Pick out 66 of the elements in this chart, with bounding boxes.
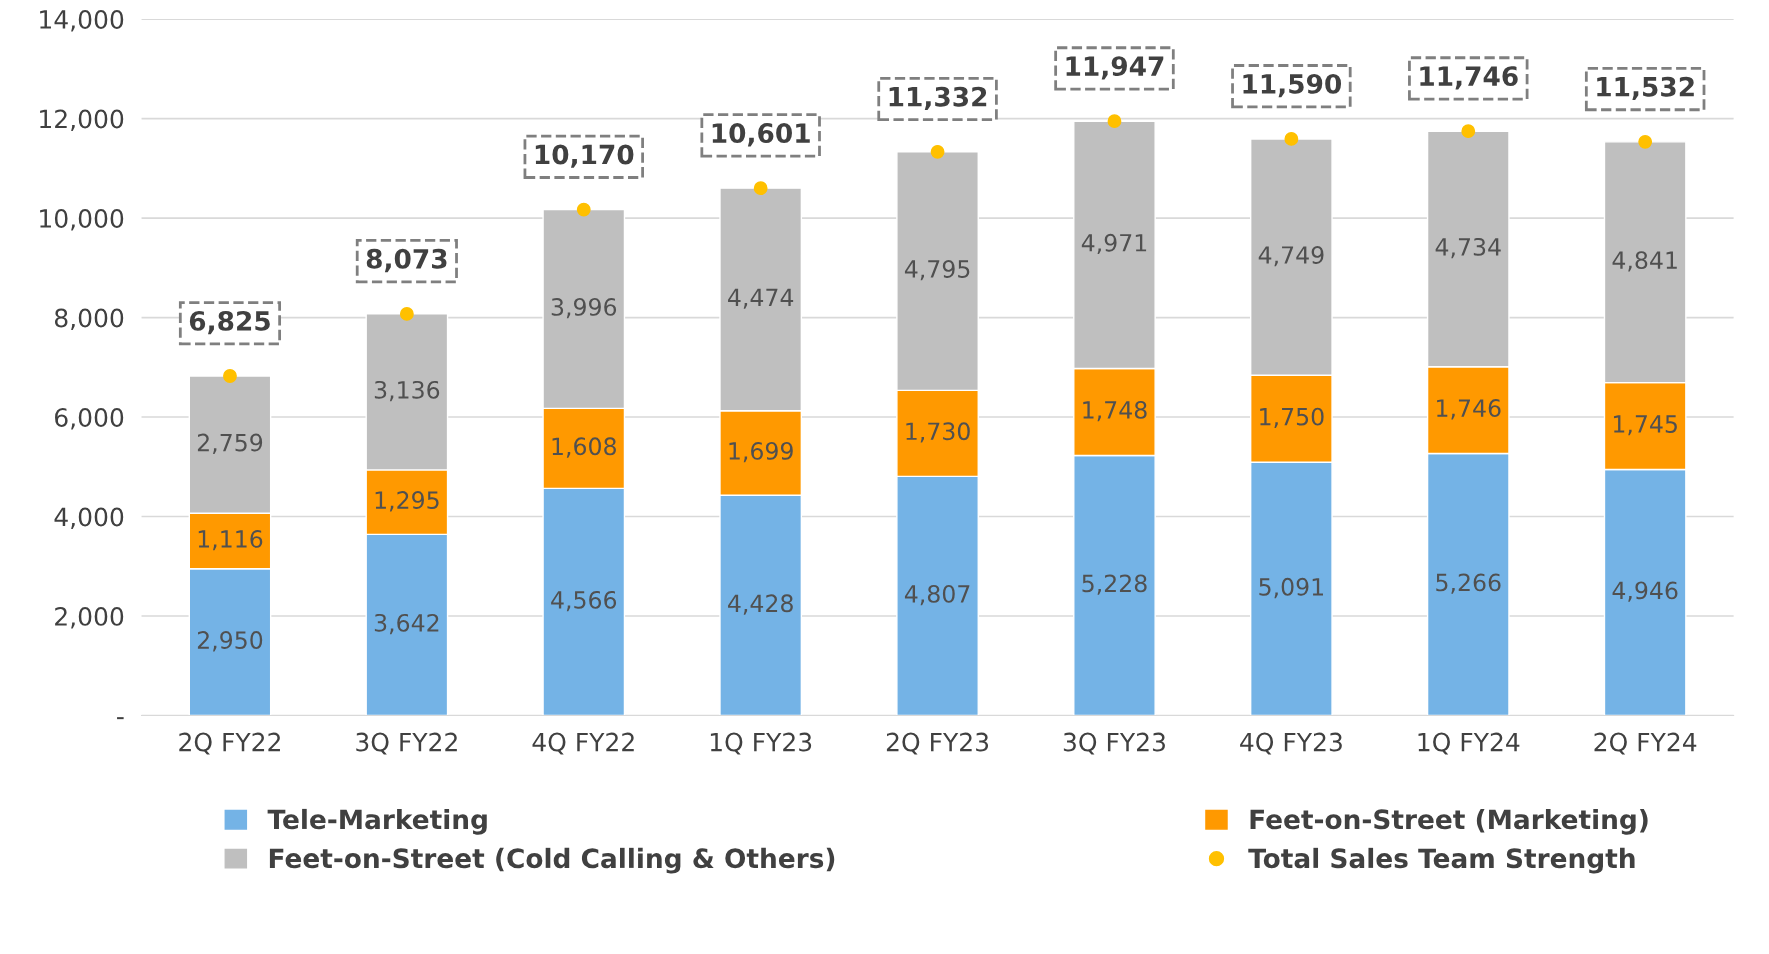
point <box>930 144 945 159</box>
data-label: 4,946 <box>1612 581 1678 602</box>
data-label: 11,590 <box>1243 73 1342 98</box>
data-label: 8,073 <box>366 248 447 273</box>
x-tick-label: 2Q FY24 <box>1594 732 1697 755</box>
point <box>1107 114 1122 129</box>
y-tick-label: 14,000 <box>40 10 124 32</box>
y-tick-label: - <box>117 717 124 720</box>
data-label: 4,807 <box>904 584 970 606</box>
point <box>399 307 414 321</box>
data-label: 10,170 <box>535 144 634 168</box>
data-label: 5,091 <box>1259 577 1323 599</box>
data-label: 1,608 <box>552 437 616 458</box>
y-tick-label: 12,000 <box>40 109 124 131</box>
data-label: 4,566 <box>551 590 617 612</box>
x-tick-label: 1Q FY24 <box>1418 732 1520 755</box>
data-label: 2,950 <box>197 631 263 652</box>
y-tick-label: 10,000 <box>40 209 124 231</box>
data-label: 4,841 <box>1612 251 1677 272</box>
data-label: 11,746 <box>1420 66 1518 90</box>
point <box>1461 124 1476 139</box>
y-tick-label: 2,000 <box>55 606 124 629</box>
data-label: 10,601 <box>712 123 810 147</box>
legend-label: Feet-on-Street (Cold Calling & Others) <box>269 847 835 874</box>
x-tick-label: 3Q FY22 <box>356 732 457 755</box>
point <box>576 202 591 217</box>
x-tick-label: 4Q FY23 <box>1240 732 1342 755</box>
y-tick-label: 6,000 <box>55 407 124 430</box>
data-label: 3,996 <box>551 297 617 319</box>
data-label: 4,428 <box>728 594 793 615</box>
data-label: 4,971 <box>1081 233 1147 255</box>
point <box>753 181 768 196</box>
data-label: 1,750 <box>1260 407 1324 428</box>
data-label: 3,642 <box>374 613 439 635</box>
data-label: 6,825 <box>189 310 270 335</box>
data-label: 4,749 <box>1258 246 1324 267</box>
data-label: 1,730 <box>906 422 970 443</box>
x-tick-label: 3Q FY23 <box>1063 732 1165 755</box>
point <box>1638 134 1653 149</box>
data-label: 1,748 <box>1083 400 1147 422</box>
data-label: 1,116 <box>198 529 263 551</box>
legend-label: Total Sales Team Strength <box>1248 847 1635 874</box>
x-tick-label: 2Q FY22 <box>179 732 280 755</box>
y-tick-label: 4,000 <box>54 507 124 529</box>
point <box>1284 132 1299 146</box>
legend-label: Tele-Marketing <box>267 808 487 835</box>
data-label: 11,332 <box>889 86 987 111</box>
data-label: 4,795 <box>904 260 970 281</box>
x-tick-label: 2Q FY23 <box>886 732 989 755</box>
data-label: 1,699 <box>729 441 793 463</box>
data-label: 1,295 <box>375 491 439 512</box>
data-label: 5,266 <box>1436 573 1501 594</box>
data-label: 11,532 <box>1597 76 1694 101</box>
data-label: 5,228 <box>1082 574 1147 595</box>
x-tick-label: 1Q FY23 <box>710 732 812 755</box>
x-tick-label: 4Q FY22 <box>532 732 634 755</box>
data-label: 2,759 <box>197 433 263 454</box>
data-label: 4,474 <box>728 288 794 309</box>
point <box>223 369 237 383</box>
y-tick-label: 8,000 <box>54 308 124 330</box>
legend-label: Feet-on-Street (Marketing) <box>1250 808 1648 835</box>
data-label: 1,745 <box>1613 415 1677 436</box>
data-label: 11,947 <box>1066 56 1164 80</box>
data-label: 3,136 <box>374 380 440 402</box>
data-label: 4,734 <box>1435 237 1501 259</box>
data-label: 1,746 <box>1437 399 1501 420</box>
